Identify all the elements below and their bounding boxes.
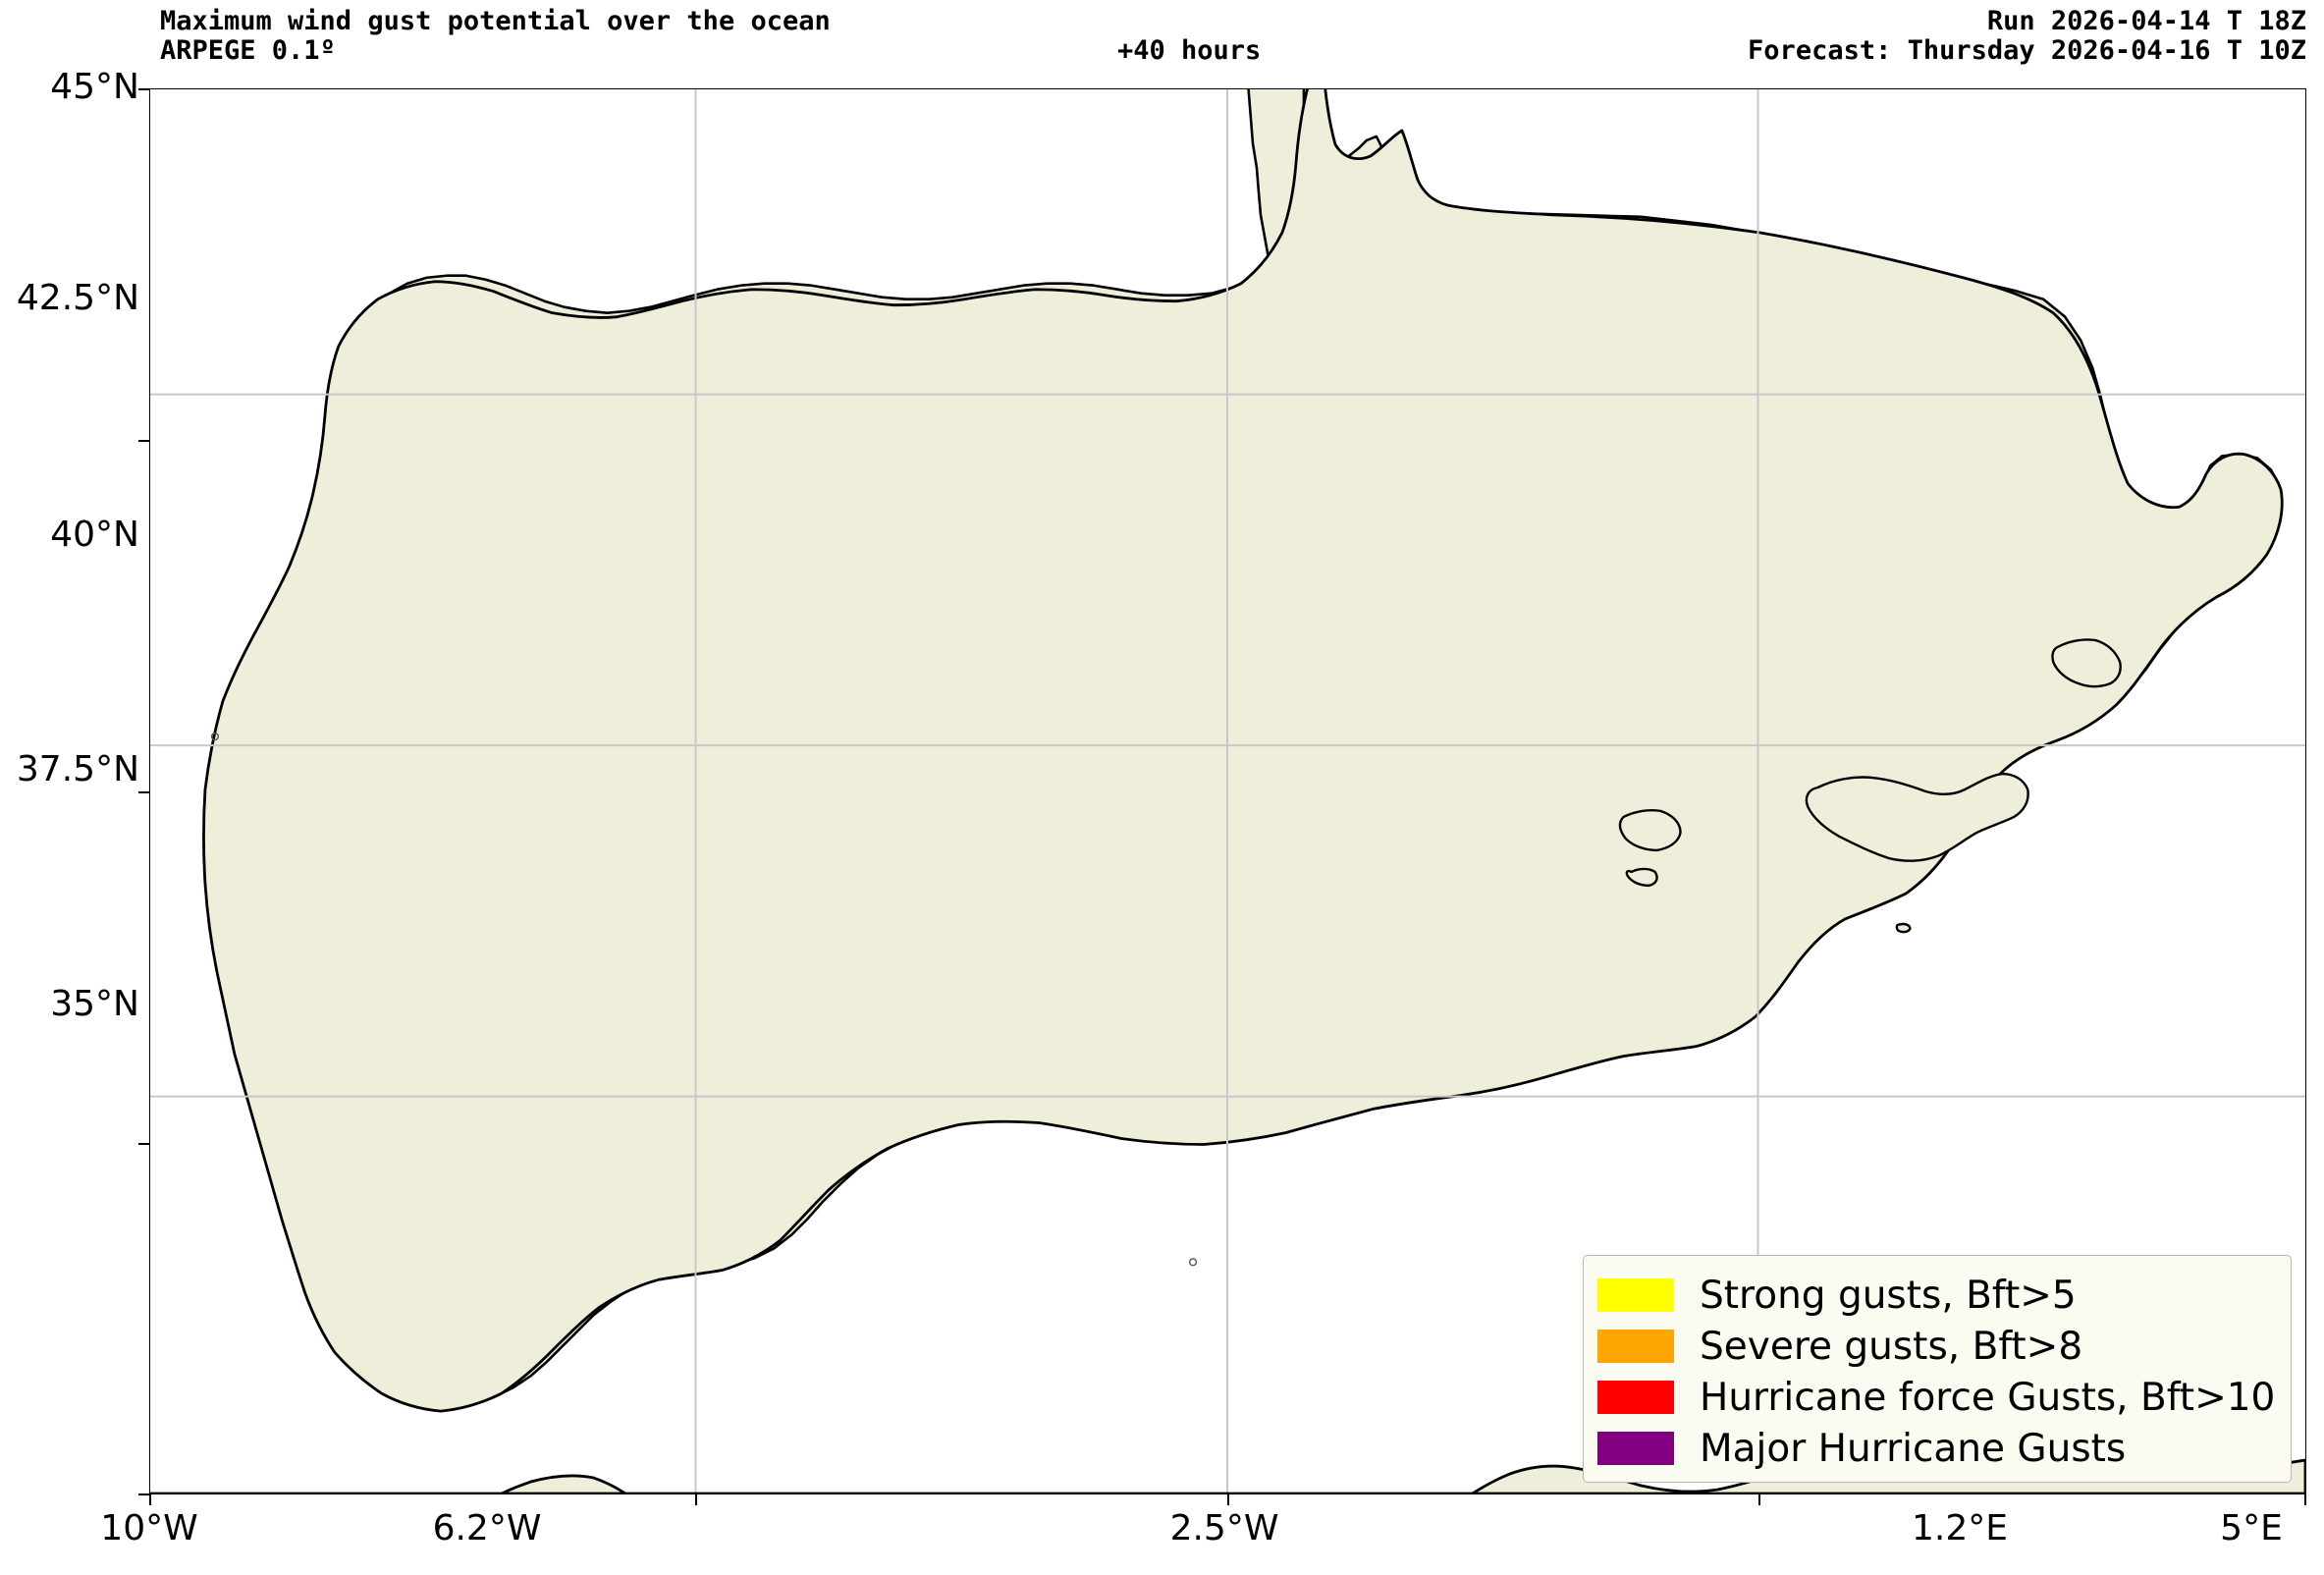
iberia-coast-path bbox=[202, 89, 2284, 1413]
chart-title: Maximum wind gust potential over the oce… bbox=[160, 6, 831, 36]
cabrera-island bbox=[1895, 922, 1912, 934]
y-tick-label-45n: 45°N bbox=[50, 67, 139, 107]
y-tick-mark bbox=[138, 1494, 149, 1495]
map-legend[interactable]: Strong gusts, Bft>5 Severe gusts, Bft>8 … bbox=[1583, 1255, 2292, 1483]
formentera-island bbox=[1625, 867, 1658, 888]
legend-swatch-yellow bbox=[1597, 1278, 1674, 1312]
y-tick-mark bbox=[138, 88, 149, 90]
x-tick-label-5e: 5°E bbox=[2220, 1508, 2283, 1548]
gridlines-group bbox=[150, 89, 2305, 1494]
x-tick-mark bbox=[1758, 1494, 1760, 1505]
y-tick-label-42-5n: 42.5°N bbox=[16, 278, 139, 318]
legend-swatch-purple bbox=[1597, 1432, 1674, 1465]
menorca-island bbox=[2051, 638, 2122, 688]
balearic-islands-group bbox=[1618, 638, 2122, 934]
x-tick-mark bbox=[1227, 1494, 1229, 1505]
y-tick-mark bbox=[138, 440, 149, 442]
chart-header: Maximum wind gust potential over the oce… bbox=[0, 0, 2324, 64]
legend-item-major-hurricane-gusts[interactable]: Major Hurricane Gusts bbox=[1597, 1423, 2291, 1474]
ibiza-island bbox=[1618, 809, 1682, 852]
iberia-coastline-map bbox=[150, 89, 2305, 1494]
y-tick-mark bbox=[138, 791, 149, 793]
map-marker-dot bbox=[1188, 1258, 1198, 1267]
legend-swatch-red bbox=[1597, 1381, 1674, 1414]
legend-label-major-hurricane-gusts: Major Hurricane Gusts bbox=[1700, 1426, 2127, 1471]
forecast-valid-time: Forecast: Thursday 2026-04-16 T 10Z bbox=[1748, 35, 2306, 66]
x-tick-label-2-5w: 2.5°W bbox=[1169, 1508, 1279, 1548]
legend-label-severe-gusts: Severe gusts, Bft>8 bbox=[1700, 1324, 2083, 1369]
y-tick-label-40n: 40°N bbox=[50, 515, 139, 555]
legend-item-strong-gusts[interactable]: Strong gusts, Bft>5 bbox=[1597, 1270, 2291, 1321]
legend-label-hurricane-force-gusts: Hurricane force Gusts, Bft>10 bbox=[1700, 1375, 2276, 1420]
x-tick-label-1-2e: 1.2°E bbox=[1912, 1508, 2008, 1548]
x-tick-mark bbox=[149, 1494, 151, 1505]
x-tick-mark bbox=[2304, 1494, 2306, 1505]
y-tick-label-35n: 35°N bbox=[50, 984, 139, 1024]
model-name-label: ARPEGE 0.1º bbox=[160, 35, 336, 66]
y-tick-label-37-5n: 37.5°N bbox=[16, 749, 139, 789]
x-tick-mark bbox=[695, 1494, 697, 1505]
legend-item-severe-gusts[interactable]: Severe gusts, Bft>8 bbox=[1597, 1321, 2291, 1372]
model-run-timestamp: Run 2026-04-14 T 18Z bbox=[1986, 6, 2306, 36]
map-plot-area[interactable] bbox=[149, 88, 2306, 1494]
mallorca-island bbox=[1805, 772, 2029, 862]
legend-item-hurricane-force-gusts[interactable]: Hurricane force Gusts, Bft>10 bbox=[1597, 1372, 2291, 1423]
legend-label-strong-gusts: Strong gusts, Bft>5 bbox=[1700, 1273, 2077, 1318]
y-tick-mark bbox=[138, 1143, 149, 1145]
southern-detail-group bbox=[210, 732, 1198, 1267]
x-tick-label-6-2w: 6.2°W bbox=[432, 1508, 542, 1548]
iberia-detailed-outline bbox=[202, 89, 2284, 1413]
legend-swatch-orange bbox=[1597, 1330, 1674, 1363]
map-marker-dot bbox=[210, 732, 220, 741]
x-tick-label-10w: 10°W bbox=[100, 1508, 198, 1548]
lead-time-label: +40 hours bbox=[1117, 35, 1262, 66]
